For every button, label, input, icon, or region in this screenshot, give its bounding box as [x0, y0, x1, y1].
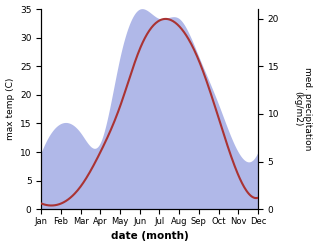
Y-axis label: med. precipitation
(kg/m2): med. precipitation (kg/m2) [293, 67, 313, 151]
X-axis label: date (month): date (month) [111, 231, 189, 242]
Y-axis label: max temp (C): max temp (C) [5, 78, 15, 140]
